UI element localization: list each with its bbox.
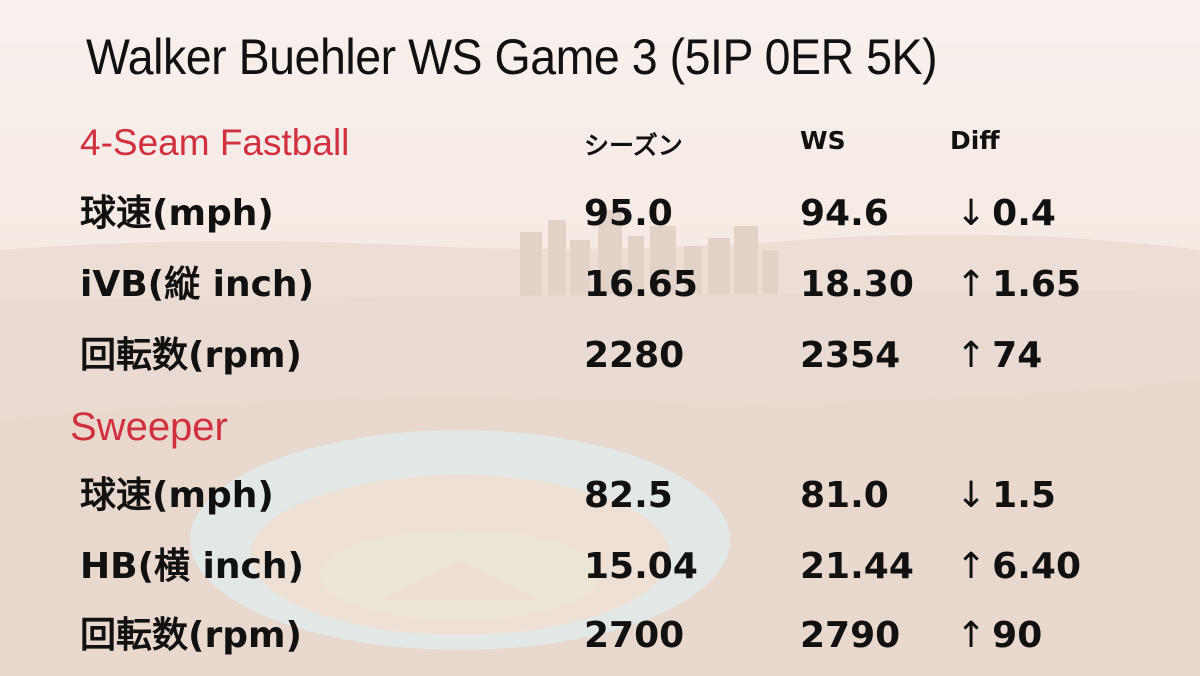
row-label: 回転数(rpm)	[80, 335, 302, 376]
column-header-ws: WS	[800, 126, 846, 155]
column-header-diff: Diff	[950, 126, 1000, 155]
diff-number: 0.4	[992, 193, 1056, 234]
section-title-fastball: 4-Seam Fastball	[80, 122, 350, 163]
ws-value: 18.30	[800, 264, 914, 305]
diff-number: 90	[992, 615, 1043, 656]
season-value: 16.65	[584, 264, 698, 305]
down-arrow-icon: ↓	[956, 475, 987, 516]
season-value: 15.04	[584, 546, 698, 587]
diff-number: 1.5	[992, 475, 1056, 516]
season-value: 95.0	[584, 193, 673, 234]
row-label: 球速(mph)	[80, 193, 274, 234]
ws-value: 2354	[800, 335, 901, 376]
ws-value: 2790	[800, 615, 901, 656]
row-label: 球速(mph)	[80, 475, 274, 516]
row-label: HB(横 inch)	[80, 546, 304, 587]
table-row: iVB(縦 inch) 16.65 18.30 ↑ 1.65	[0, 257, 1200, 313]
table-row: HB(横 inch) 15.04 21.44 ↑ 6.40	[0, 539, 1200, 595]
up-arrow-icon: ↑	[956, 335, 987, 376]
page-title: Walker Buehler WS Game 3 (5IP 0ER 5K)	[86, 29, 938, 85]
diff-value: ↑ 1.65	[956, 257, 1081, 313]
row-label: iVB(縦 inch)	[80, 264, 315, 305]
table-row: 回転数(rpm) 2280 2354 ↑ 74	[0, 328, 1200, 384]
up-arrow-icon: ↑	[956, 615, 987, 656]
diff-value: ↓ 0.4	[956, 186, 1056, 242]
diff-value: ↑ 74	[956, 328, 1042, 384]
section-title-sweeper: Sweeper	[70, 405, 228, 449]
table-row: 球速(mph) 82.5 81.0 ↓ 1.5	[0, 468, 1200, 524]
diff-value: ↓ 1.5	[956, 468, 1056, 524]
table-row: 球速(mph) 95.0 94.6 ↓ 0.4	[0, 186, 1200, 242]
row-label: 回転数(rpm)	[80, 615, 302, 656]
table-row: 回転数(rpm) 2700 2790 ↑ 90	[0, 608, 1200, 664]
season-value: 2700	[584, 615, 685, 656]
diff-number: 74	[992, 335, 1043, 376]
season-value: 2280	[584, 335, 685, 376]
season-value: 82.5	[584, 475, 673, 516]
diff-value: ↑ 90	[956, 608, 1042, 664]
up-arrow-icon: ↑	[956, 264, 987, 305]
diff-value: ↑ 6.40	[956, 539, 1081, 595]
up-arrow-icon: ↑	[956, 546, 987, 587]
down-arrow-icon: ↓	[956, 193, 987, 234]
diff-number: 6.40	[992, 546, 1081, 587]
ws-value: 81.0	[800, 475, 889, 516]
diff-number: 1.65	[992, 264, 1081, 305]
ws-value: 21.44	[800, 546, 914, 587]
column-header-season: シーズン	[584, 131, 683, 160]
ws-value: 94.6	[800, 193, 889, 234]
